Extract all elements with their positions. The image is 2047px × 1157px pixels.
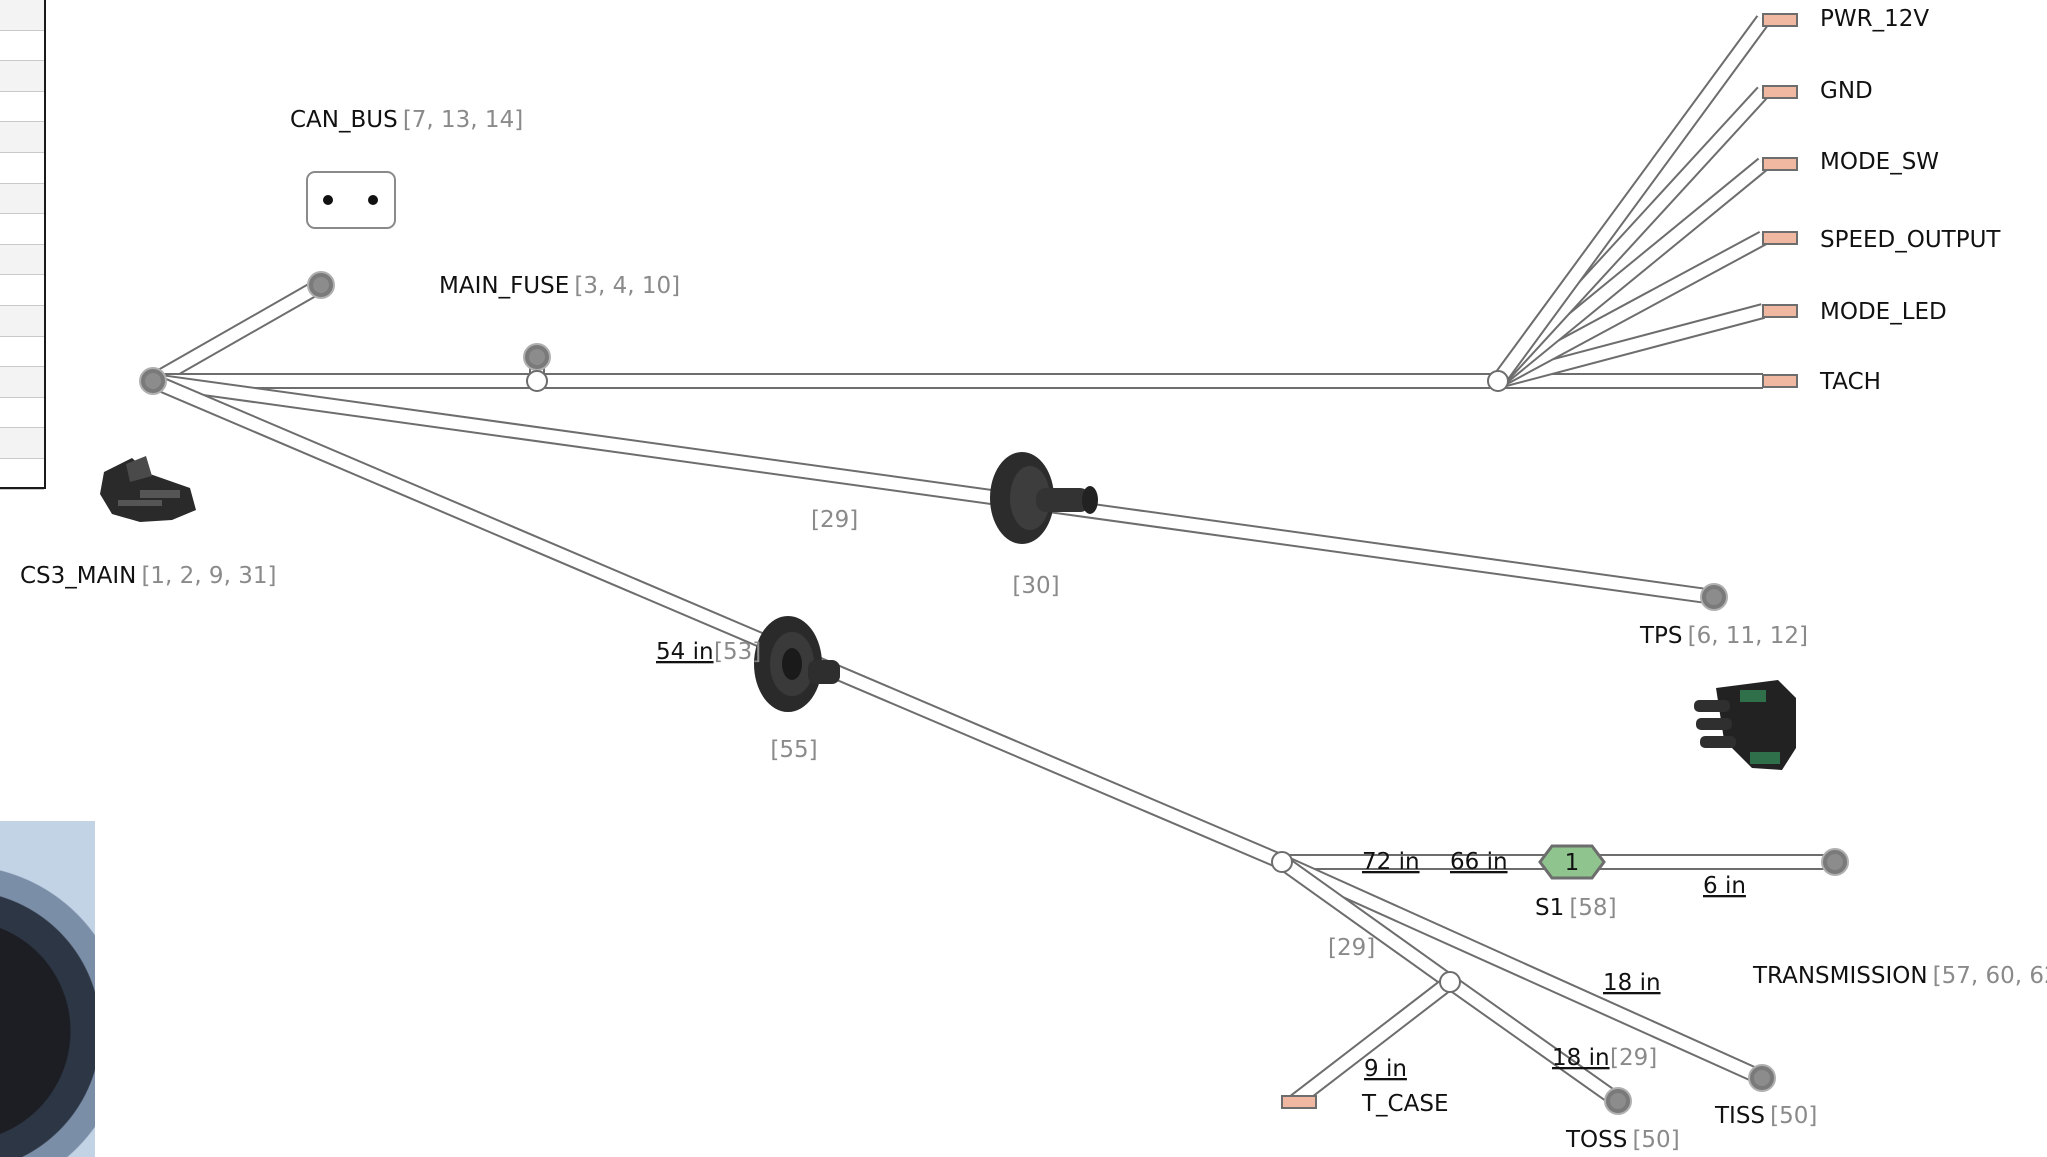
pin-label-tach: TACH (1819, 369, 1881, 395)
can-bus-label: CAN_BUS [7, 13, 14] (290, 107, 523, 133)
wire-t-case[interactable] (1289, 975, 1455, 1109)
wire-pwr-12v[interactable] (1491, 15, 1770, 386)
table-row (0, 92, 44, 123)
wire-group (149, 15, 1835, 1109)
wire-tiss[interactable] (1278, 854, 1766, 1086)
length-trans-6: 6 in (1703, 873, 1746, 899)
can-bus-node[interactable] (307, 271, 335, 299)
pin-terminal[interactable] (1281, 1095, 1317, 1109)
toss-node[interactable] (1604, 1087, 1632, 1115)
node-group (139, 271, 1849, 1115)
tiss-node[interactable] (1748, 1064, 1776, 1092)
table-row (0, 275, 44, 306)
s1-label: S1 [58] (1535, 895, 1617, 921)
pin-group (1281, 13, 1798, 1109)
pin-label-mode-led: MODE_LED (1820, 299, 1947, 325)
tps-node[interactable] (1700, 583, 1728, 611)
grommet-ref-30: [30] (1012, 573, 1059, 599)
t-case-label: T_CASE (1361, 1091, 1448, 1117)
can-bus-plug-icon[interactable] (306, 171, 396, 229)
length-trans-72: 72 in (1362, 849, 1420, 875)
length-trans-66: 66 in (1450, 849, 1508, 875)
table-row (0, 459, 44, 490)
length-tcase-9: 9 in (1364, 1056, 1407, 1082)
pin-label-mode-sw: MODE_SW (1820, 149, 1939, 175)
table-row (0, 153, 44, 184)
length-toss-18: 18 in (1552, 1045, 1610, 1071)
pin-terminal[interactable] (1762, 374, 1798, 388)
pin-terminal[interactable] (1762, 304, 1798, 318)
table-row (0, 61, 44, 92)
table-row (0, 0, 44, 31)
main-fuse-node[interactable] (523, 343, 551, 371)
cs3-main-label: CS3_MAIN [1, 2, 9, 31] (20, 563, 276, 589)
table-row (0, 183, 44, 215)
tps-label: TPS [6, 11, 12] (1639, 623, 1808, 649)
length-tiss-18: 18 in (1603, 970, 1661, 996)
pin-label-pwr-12v: PWR_12V (1820, 6, 1929, 32)
wire-ref-toss-branch: [29] (1610, 1045, 1657, 1071)
transmission-node[interactable] (1821, 848, 1849, 876)
junction-point[interactable] (1271, 851, 1293, 873)
table-row (0, 337, 44, 368)
side-table-fragment (0, 0, 46, 490)
table-row (0, 398, 44, 429)
splice-number: 1 (1565, 850, 1580, 876)
pin-label-gnd: GND (1820, 78, 1873, 104)
table-row (0, 122, 44, 153)
table-row (0, 31, 44, 62)
wire-speed-output[interactable] (1494, 230, 1767, 389)
pin-terminal[interactable] (1762, 13, 1798, 27)
wire-ref-cs3-branch: [53] (714, 639, 761, 665)
pin-terminal[interactable] (1762, 231, 1798, 245)
main-fuse-label: MAIN_FUSE [3, 4, 10] (439, 273, 680, 299)
table-row (0, 367, 44, 398)
wire-mode-led[interactable] (1495, 303, 1766, 389)
cs3-main-connector-icon[interactable] (100, 456, 196, 522)
table-row (0, 428, 44, 459)
wire-ref-trans-branch: [29] (1328, 935, 1375, 961)
wire-can-bus[interactable] (149, 278, 325, 388)
table-row (0, 305, 44, 337)
table-row (0, 214, 44, 245)
table-row (0, 244, 44, 276)
length-cs3-branch: 54 in (656, 639, 714, 665)
toss-label: TOSS [50] (1565, 1127, 1680, 1153)
tiss-label: TISS [50] (1714, 1103, 1817, 1129)
wire-tps-branch[interactable] (151, 373, 1716, 605)
wire-transmission-trunk[interactable] (149, 373, 1286, 870)
junction-point[interactable] (1439, 971, 1461, 993)
pin-terminal[interactable] (1762, 85, 1798, 99)
rubber-grommet-icon[interactable] (754, 616, 840, 712)
photo-fragment (0, 821, 95, 1157)
tps-connector-icon[interactable] (1694, 680, 1796, 770)
grommet-ref-55: [55] (770, 737, 817, 763)
transmission-label: TRANSMISSION [57, 60, 62] (1752, 963, 2047, 989)
cs3-main-node[interactable] (139, 367, 167, 395)
wire-mode-sw[interactable] (1492, 157, 1769, 388)
splice-s1[interactable]: 1 (1538, 844, 1606, 880)
junction-point[interactable] (1487, 370, 1509, 392)
wire-ref-tps-branch: [29] (811, 507, 858, 533)
pin-terminal[interactable] (1762, 157, 1798, 171)
junction-point[interactable] (526, 370, 548, 392)
pin-label-speed-output: SPEED_OUTPUT (1820, 227, 2001, 253)
rubber-grommet-icon[interactable] (990, 452, 1098, 544)
